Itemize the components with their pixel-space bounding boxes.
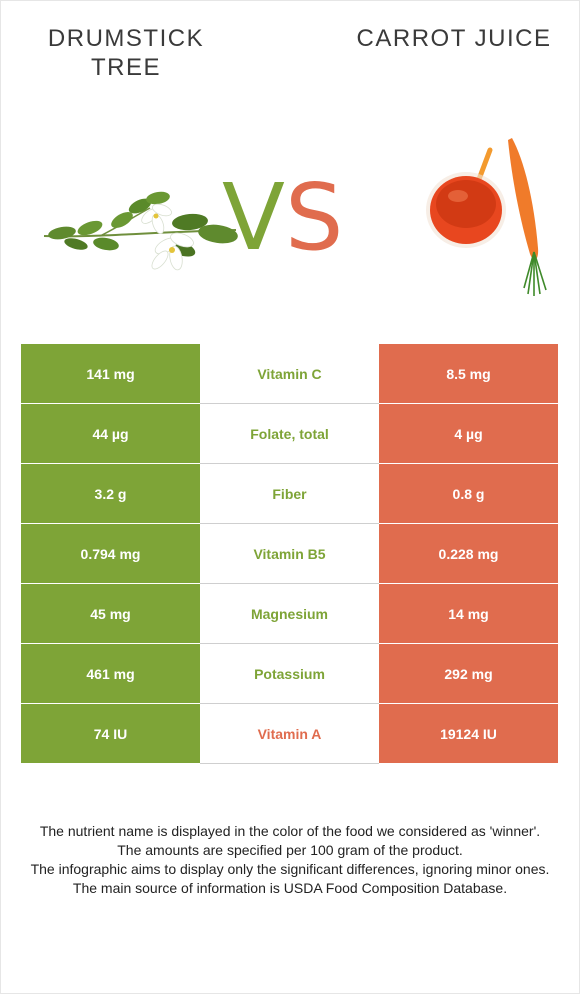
nutrient-name: Magnesium bbox=[200, 584, 379, 644]
table-row: 141 mg Vitamin C 8.5 mg bbox=[21, 344, 558, 404]
footnotes: The nutrient name is displayed in the co… bbox=[20, 822, 560, 898]
right-value: 14 mg bbox=[379, 584, 558, 643]
footnote-data-source: The main source of information is USDA F… bbox=[72, 880, 508, 896]
left-value: 44 µg bbox=[21, 404, 200, 463]
left-value: 141 mg bbox=[21, 344, 200, 403]
right-value: 4 µg bbox=[379, 404, 558, 463]
versus-label: VS bbox=[222, 168, 343, 268]
nutrient-name: Vitamin A bbox=[200, 704, 379, 764]
nutrient-name: Fiber bbox=[200, 464, 379, 524]
footnote-significant-differences: The infographic aims to display only the… bbox=[30, 861, 550, 877]
footnote-winner-color: The nutrient name is displayed in the co… bbox=[39, 823, 541, 839]
right-value: 8.5 mg bbox=[379, 344, 558, 403]
table-row: 74 IU Vitamin A 19124 IU bbox=[21, 704, 558, 764]
versus-v: V bbox=[222, 164, 285, 271]
left-value: 0.794 mg bbox=[21, 524, 200, 583]
nutrient-name: Vitamin C bbox=[200, 344, 379, 404]
right-value: 19124 IU bbox=[379, 704, 558, 763]
footnote-per-100g: The amounts are specified per 100 gram o… bbox=[117, 842, 463, 858]
table-row: 45 mg Magnesium 14 mg bbox=[21, 584, 558, 644]
table-row: 44 µg Folate, total 4 µg bbox=[21, 404, 558, 464]
left-value: 3.2 g bbox=[21, 464, 200, 523]
nutrient-name: Vitamin B5 bbox=[200, 524, 379, 584]
left-value: 461 mg bbox=[21, 644, 200, 703]
table-row: 461 mg Potassium 292 mg bbox=[21, 644, 558, 704]
drumstick-leaves-flowers-icon bbox=[43, 191, 238, 271]
right-value: 0.228 mg bbox=[379, 524, 558, 583]
versus-s: S bbox=[284, 164, 344, 271]
left-food-title: Drumstick tree bbox=[47, 25, 205, 81]
left-value: 45 mg bbox=[21, 584, 200, 643]
comparison-table: 141 mg Vitamin C 8.5 mg 44 µg Folate, to… bbox=[21, 344, 558, 764]
nutrient-name: Folate, total bbox=[200, 404, 379, 464]
left-value: 74 IU bbox=[21, 704, 200, 763]
right-value: 0.8 g bbox=[379, 464, 558, 523]
table-row: 3.2 g Fiber 0.8 g bbox=[21, 464, 558, 524]
nutrient-name: Potassium bbox=[200, 644, 379, 704]
carrot-juice-glass-icon bbox=[426, 138, 547, 296]
table-row: 0.794 mg Vitamin B5 0.228 mg bbox=[21, 524, 558, 584]
right-value: 292 mg bbox=[379, 644, 558, 703]
right-food-title: Carrot juice bbox=[356, 25, 552, 52]
